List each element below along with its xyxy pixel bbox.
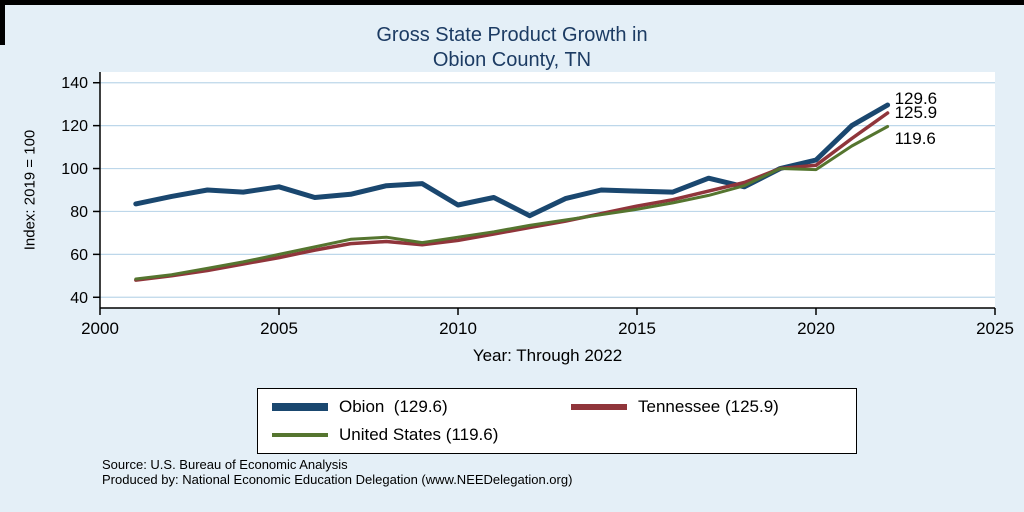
legend-item-united-states: United States (119.6) — [258, 422, 557, 448]
chart-title: Gross State Product Growth in Obion Coun… — [0, 23, 1024, 73]
x-tick-label: 2025 — [976, 319, 1014, 338]
x-tick-label: 2020 — [797, 319, 835, 338]
y-tick-label: 140 — [61, 75, 88, 92]
x-axis-label: Year: Through 2022 — [472, 346, 623, 365]
source-note: Source: U.S. Bureau of Economic Analysis… — [102, 457, 572, 487]
legend-label-united-states: United States (119.6) — [339, 425, 499, 444]
legend-label-obion: Obion (129.6) — [339, 397, 448, 416]
legend-row-2: United States (119.6) — [258, 422, 856, 448]
legend-label-tennessee: Tennessee (125.9) — [638, 397, 779, 416]
legend-row-1: Obion (129.6) Tennessee (125.9) — [258, 394, 856, 420]
window-edge-top — [0, 0, 1024, 5]
x-tick-label: 2015 — [618, 319, 656, 338]
legend-item-tennessee: Tennessee (125.9) — [557, 394, 856, 420]
chart-title-line1: Gross State Product Growth in — [376, 24, 648, 46]
x-tick-label: 2010 — [439, 319, 477, 338]
end-label-tennessee: 125.9 — [894, 102, 938, 122]
legend-swatch-united-states — [272, 433, 328, 437]
window-edge-left — [0, 0, 5, 45]
y-tick-label: 40 — [70, 290, 88, 307]
source-line2: Produced by: National Economic Education… — [102, 472, 573, 487]
source-line1: Source: U.S. Bureau of Economic Analysis — [102, 457, 348, 472]
legend: Obion (129.6) Tennessee (125.9) United S… — [257, 388, 857, 454]
y-tick-label: 80 — [70, 204, 88, 221]
end-label-united-states: 119.6 — [894, 129, 936, 149]
x-tick-label: 2005 — [260, 319, 298, 338]
y-tick-label: 60 — [70, 247, 88, 264]
legend-swatch-obion — [272, 403, 328, 411]
y-tick-label: 100 — [61, 161, 88, 178]
x-tick-label: 2000 — [81, 319, 119, 338]
end-label-obion: 129.6 — [894, 89, 938, 109]
series-line-united-states — [134, 125, 890, 281]
chart-title-line2: Obion County, TN — [432, 49, 592, 71]
legend-swatch-tennessee — [571, 404, 627, 410]
legend-item-obion: Obion (129.6) — [258, 394, 557, 420]
y-tick-label: 120 — [61, 118, 88, 135]
